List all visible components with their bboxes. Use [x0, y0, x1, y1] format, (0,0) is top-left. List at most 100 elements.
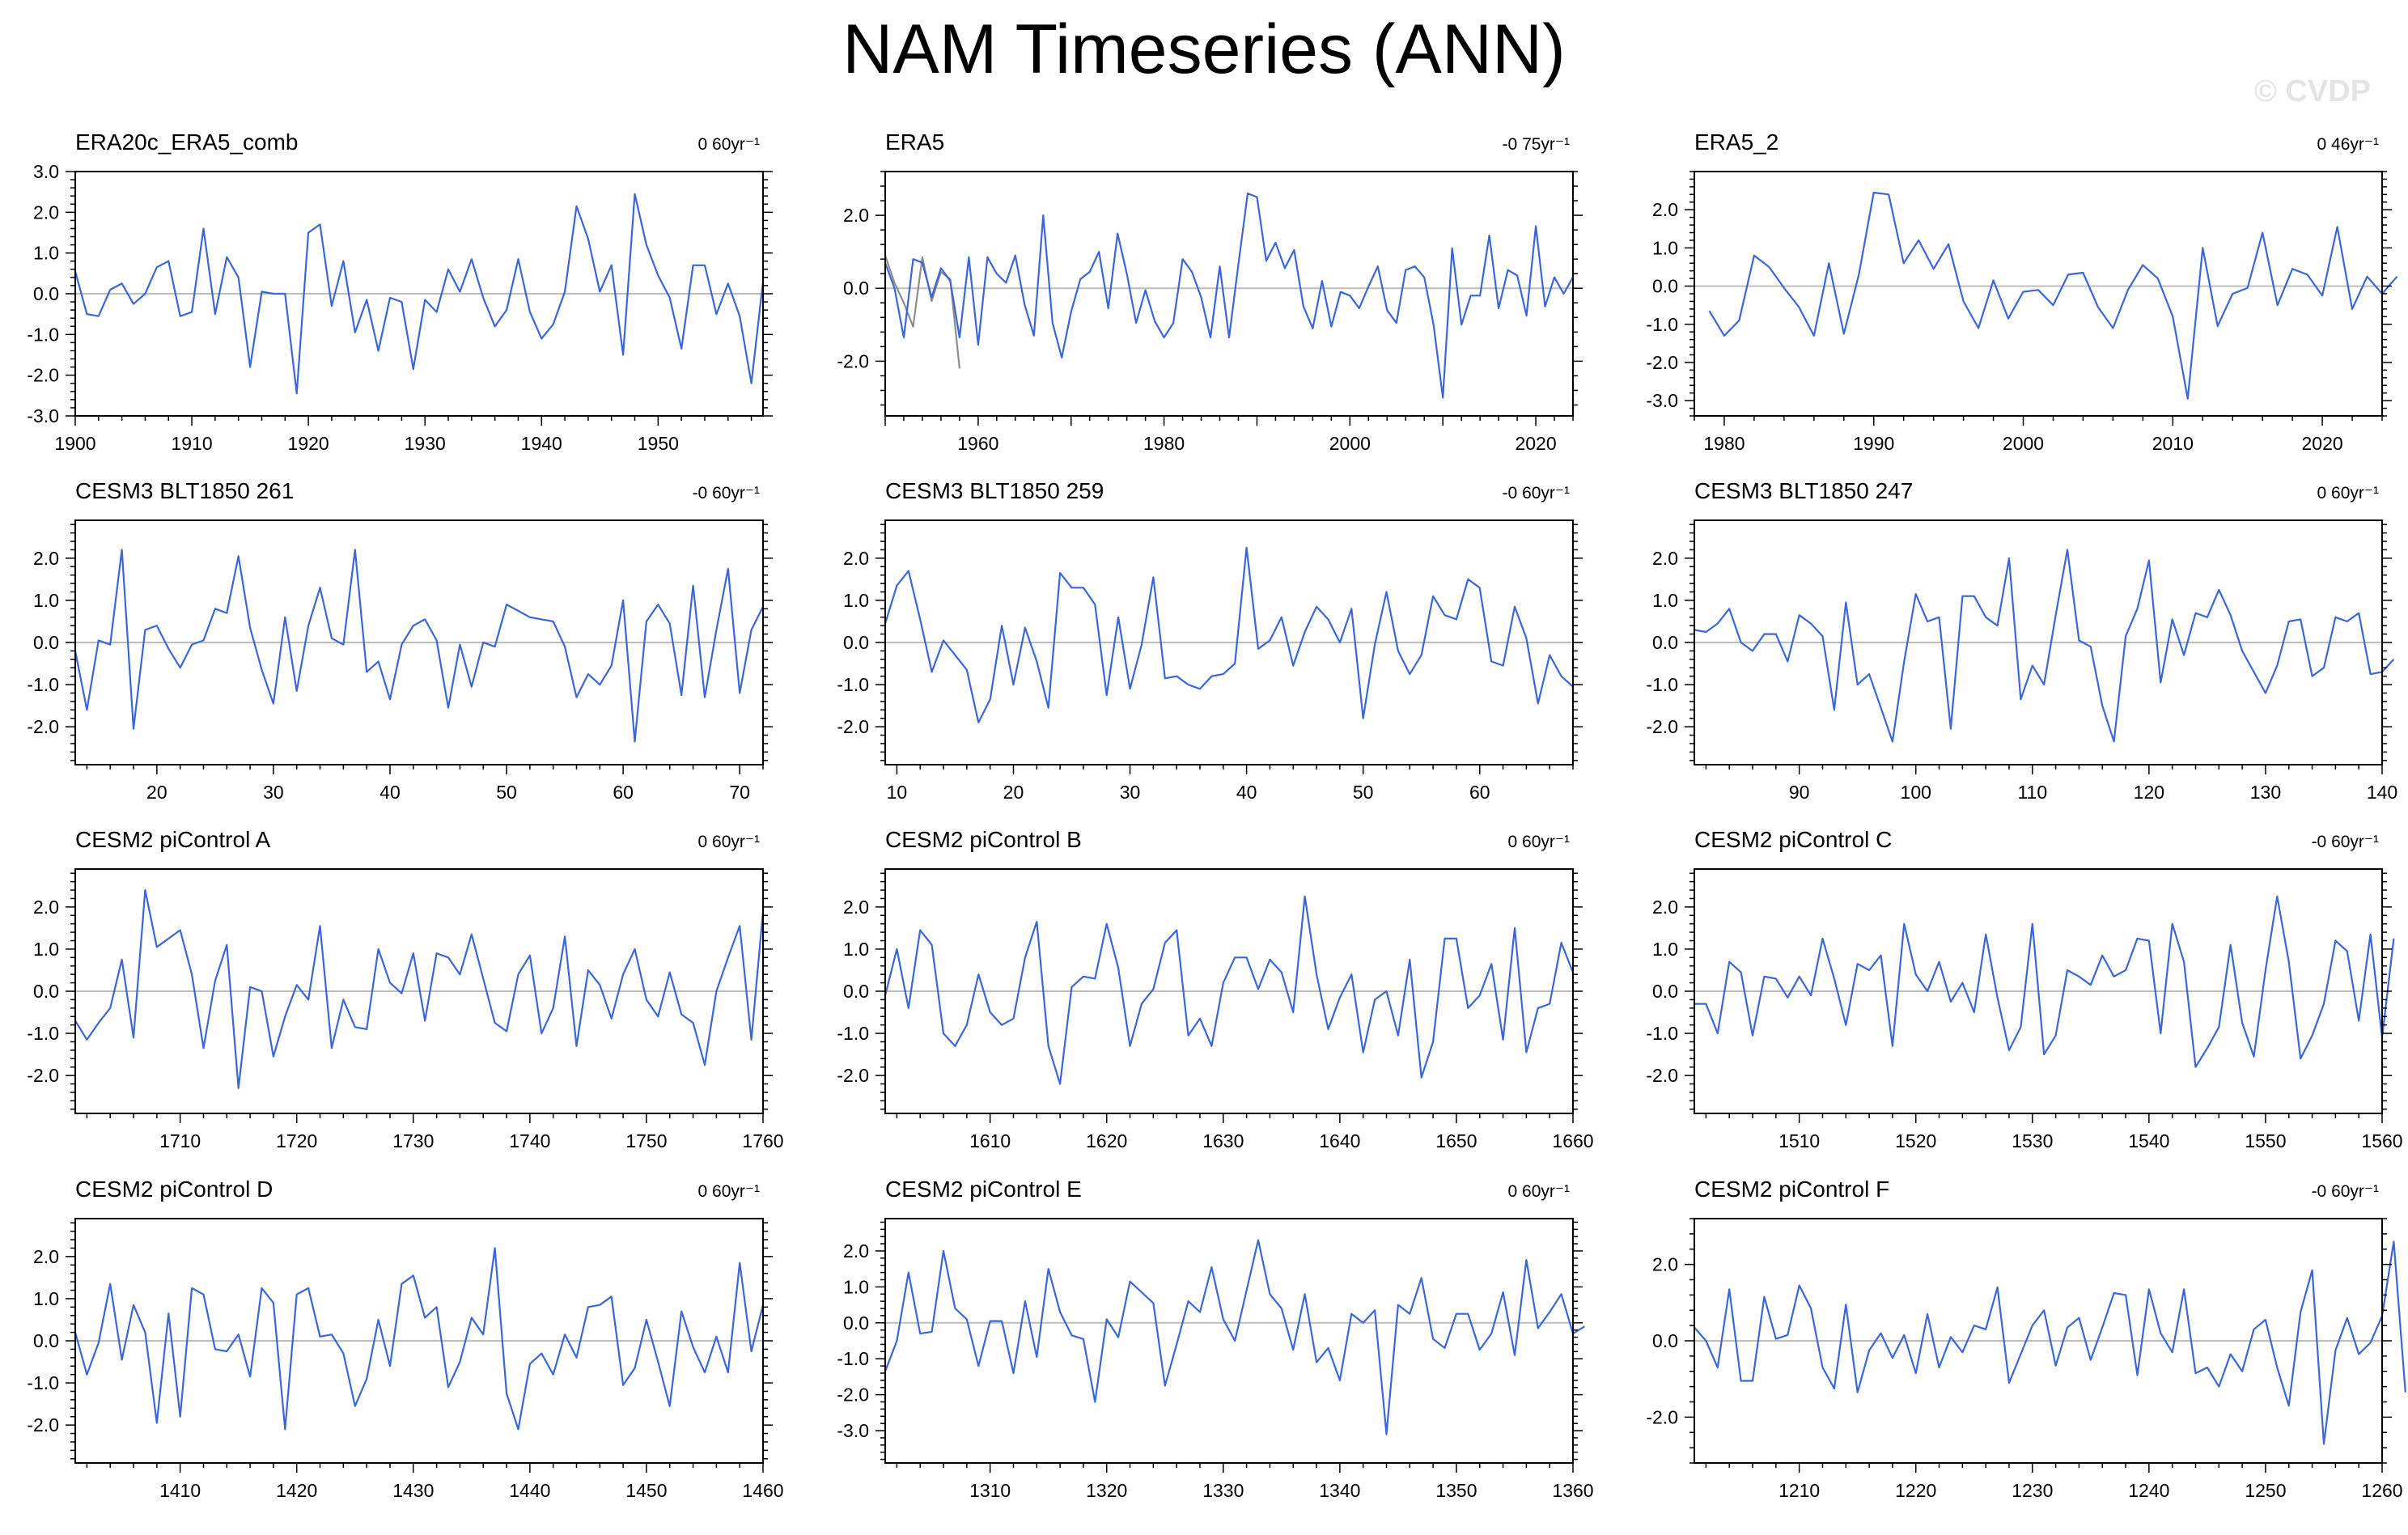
trend-label: -0 60yr⁻¹ [2312, 1182, 2379, 1201]
y-tick-label: -2.0 [27, 716, 59, 737]
watermark-text: © CVDP [2253, 74, 2371, 108]
x-tick-label: 2010 [2152, 433, 2194, 454]
x-tick-label: 1210 [1778, 1480, 1820, 1501]
trend-label: 0 60yr⁻¹ [2317, 484, 2379, 502]
x-tick-label: 70 [729, 782, 750, 803]
y-tick-label: -2.0 [27, 1414, 59, 1435]
plot-frame [884, 1218, 1574, 1464]
x-tick-label: 1310 [969, 1480, 1011, 1501]
panel-title: ERA20c_ERA5_comb [75, 129, 298, 155]
y-tick-label: 0.0 [843, 1312, 869, 1334]
x-tick-label: 10 [887, 782, 908, 803]
x-tick-label: 1320 [1086, 1480, 1127, 1501]
trend-label: 0 60yr⁻¹ [698, 135, 760, 154]
panel-6: CESM3 BLT1850 247 0 60yr⁻¹ -2.0 -1.0 0.0 1.0 2… [1646, 478, 2397, 803]
x-tick-label: 110 [2017, 782, 2047, 803]
y-tick-label: 1.0 [1652, 237, 1678, 258]
trend-label: -0 60yr⁻¹ [2312, 833, 2379, 851]
x-tick-label: 1950 [638, 433, 679, 454]
y-tick-label: 2.0 [843, 548, 869, 569]
x-tick-label: 30 [1120, 782, 1141, 803]
y-tick-label: 0.0 [1652, 1330, 1678, 1351]
y-tick-label: -3.0 [1646, 390, 1678, 411]
y-tick-label: 2.0 [33, 1246, 59, 1267]
y-tick-label: 0.0 [1652, 632, 1678, 653]
panel-7: CESM2 piControl A 0 60yr⁻¹ -2.0 -1.0 0.0 1.0 2… [27, 827, 783, 1151]
panel-4: CESM3 BLT1850 261 -0 60yr⁻¹ -2.0 -1.0 0.0 1.0… [27, 478, 773, 803]
y-tick-label: -1.0 [1646, 1023, 1678, 1044]
y-tick-label: -2.0 [837, 716, 869, 737]
y-tick-label: -2.0 [837, 1065, 869, 1086]
x-tick-label: 1990 [1853, 433, 1894, 454]
y-tick-label: 2.0 [1652, 1254, 1678, 1275]
x-tick-label: 1360 [1552, 1480, 1593, 1501]
x-tick-label: 1710 [159, 1130, 201, 1151]
panel-title: CESM3 BLT1850 261 [75, 478, 294, 503]
x-tick-label: 1510 [1778, 1130, 1820, 1151]
panel-title: ERA5_2 [1694, 129, 1778, 155]
trend-label: 0 60yr⁻¹ [1508, 1182, 1570, 1201]
y-tick-label: 0.0 [33, 632, 59, 653]
y-tick-label: -2.0 [27, 1065, 59, 1086]
panel-title: CESM2 piControl A [75, 827, 271, 852]
x-tick-label: 1520 [1895, 1130, 1936, 1151]
x-tick-label: 1330 [1202, 1480, 1244, 1501]
series-line-1 [884, 1239, 1585, 1435]
x-tick-label: 2020 [2302, 433, 2343, 454]
y-tick-label: 0.0 [843, 278, 869, 299]
plot-frame [1694, 171, 2383, 417]
series-line-2 [884, 192, 1574, 399]
y-tick-label: 1.0 [843, 939, 869, 960]
y-tick-label: -2.0 [837, 1384, 869, 1406]
x-tick-label: 1740 [509, 1130, 550, 1151]
x-tick-label: 1430 [392, 1480, 434, 1501]
x-tick-label: 1910 [171, 433, 212, 454]
y-tick-label: 1.0 [33, 939, 59, 960]
y-tick-label: -1.0 [27, 1372, 59, 1393]
trend-label: -0 60yr⁻¹ [693, 484, 760, 502]
trend-label: -0 60yr⁻¹ [1503, 484, 1570, 502]
y-tick-label: 1.0 [1652, 939, 1678, 960]
y-tick-label: 2.0 [843, 1240, 869, 1261]
series-line-1 [74, 549, 764, 743]
x-tick-label: 1960 [957, 433, 998, 454]
y-tick-label: -3.0 [27, 405, 59, 426]
y-tick-label: 1.0 [1652, 590, 1678, 611]
y-tick-label: 1.0 [843, 1276, 869, 1297]
y-tick-label: 2.0 [33, 548, 59, 569]
series-line-1 [74, 193, 765, 395]
panel-2: ERA5 -0 75yr⁻¹ -2.0 0.0 2.0 1960 1980 2000 2020 [837, 129, 1583, 454]
y-tick-label: 2.0 [1652, 548, 1678, 569]
x-tick-label: 1920 [288, 433, 329, 454]
x-tick-label: 1550 [2245, 1130, 2286, 1151]
y-tick-label: 2.0 [33, 201, 59, 223]
panel-10: CESM2 piControl D 0 60yr⁻¹ -2.0 -1.0 0.0 1.0 2… [27, 1177, 783, 1501]
y-tick-label: -2.0 [1646, 352, 1678, 373]
x-tick-label: 1650 [1435, 1130, 1477, 1151]
x-tick-label: 1750 [625, 1130, 667, 1151]
trend-label: 0 60yr⁻¹ [1508, 833, 1570, 851]
y-tick-label: -2.0 [837, 350, 869, 371]
panel-title: CESM2 piControl F [1694, 1177, 1889, 1202]
panel-8: CESM2 piControl B 0 60yr⁻¹ -2.0 -1.0 0.0 1.0 2… [837, 827, 1593, 1151]
x-tick-label: 1240 [2128, 1480, 2169, 1501]
y-tick-label: 0.0 [33, 1330, 59, 1351]
x-tick-label: 1420 [276, 1480, 317, 1501]
panel-11: CESM2 piControl E 0 60yr⁻¹ -3.0 -2.0 -1.0 0.0… [837, 1177, 1593, 1501]
series-line-1 [1694, 895, 2395, 1068]
y-tick-label: 1.0 [843, 590, 869, 611]
x-tick-label: 40 [1236, 782, 1257, 803]
x-tick-label: 30 [263, 782, 284, 803]
panel-3: ERA5_2 0 46yr⁻¹ -3.0 -2.0 -1.0 0.0 1.0 2.0 1980 1… [1646, 129, 2398, 454]
x-tick-label: 1640 [1319, 1130, 1360, 1151]
y-tick-label: -1.0 [1646, 314, 1678, 335]
x-tick-label: 2000 [1329, 433, 1371, 454]
panel-title: CESM3 BLT1850 259 [885, 478, 1104, 503]
x-tick-label: 50 [1353, 782, 1374, 803]
panel-1: ERA20c_ERA5_comb 0 60yr⁻¹ -3.0 -2.0 -1.0 0.0 1… [27, 129, 773, 454]
panel-title: CESM2 piControl D [75, 1177, 273, 1202]
panel-title: CESM2 piControl C [1694, 827, 1892, 852]
x-tick-label: 1350 [1435, 1480, 1477, 1501]
panel-title: ERA5 [885, 129, 944, 155]
x-tick-label: 1460 [742, 1480, 783, 1501]
